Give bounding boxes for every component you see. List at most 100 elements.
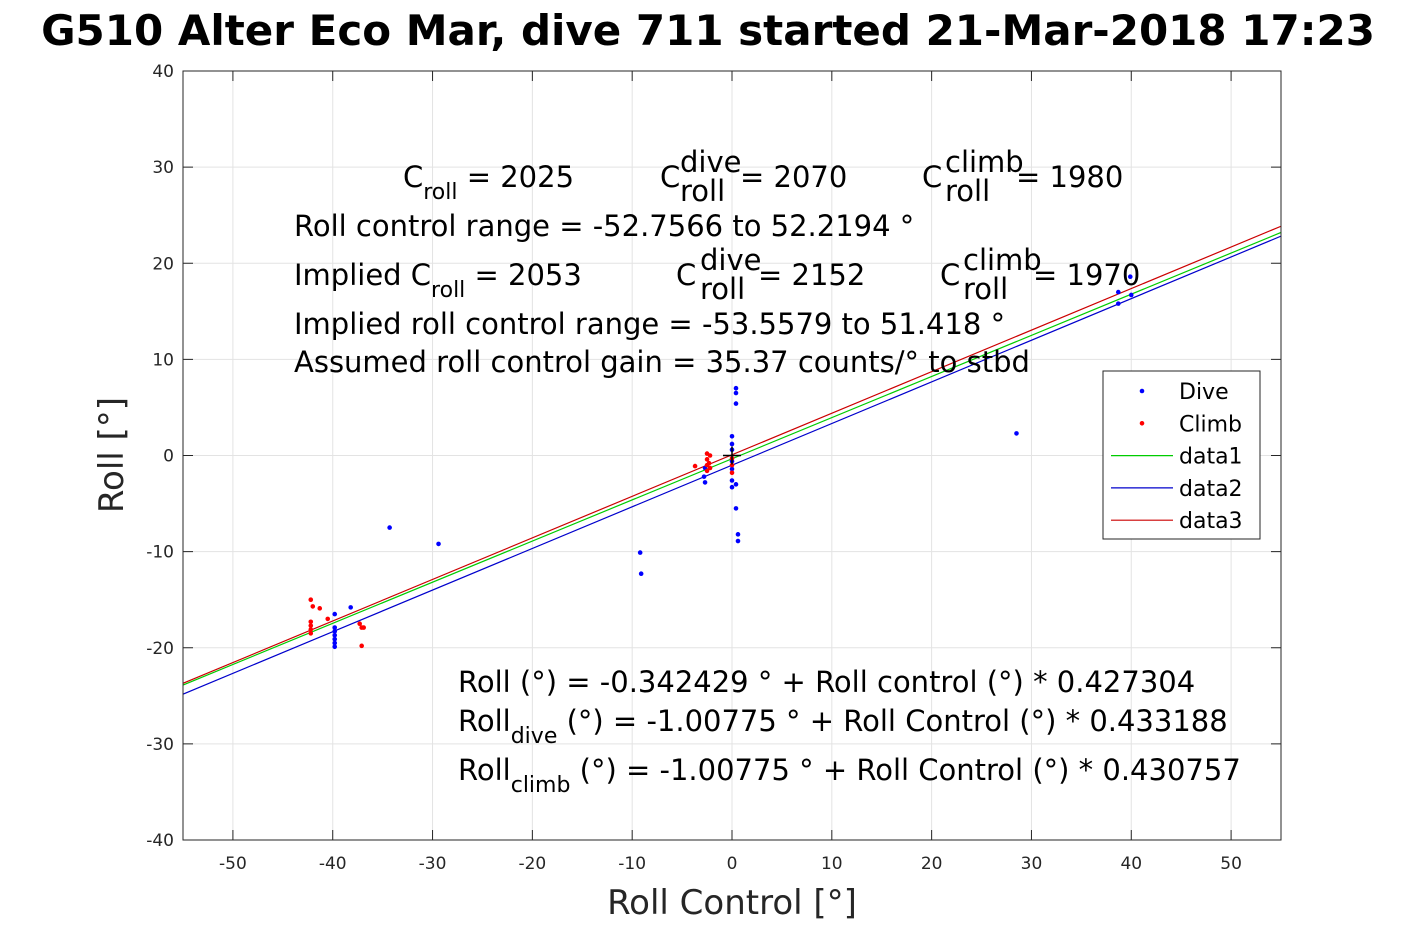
annotation-gain: Assumed roll control gain = 35.37 counts… xyxy=(294,345,1030,379)
point-dive xyxy=(332,632,338,638)
point-dive xyxy=(332,629,338,634)
x-tick-label: -40 xyxy=(319,854,347,874)
point-dive xyxy=(1127,274,1133,280)
x-tick-label: 10 xyxy=(821,854,843,874)
grid xyxy=(183,70,1281,841)
point-dive xyxy=(332,611,338,617)
svg-text:roll: roll xyxy=(945,174,990,208)
chart-title: G510 Alter Eco Mar, dive 711 started 21-… xyxy=(41,6,1375,55)
svg-text:Croll = 2025: Croll = 2025 xyxy=(403,160,574,205)
svg-text:roll: roll xyxy=(700,272,745,306)
point-dive xyxy=(729,433,735,439)
point-dive xyxy=(332,636,338,642)
point-dive xyxy=(332,640,338,646)
point-climb xyxy=(706,460,712,466)
point-dive xyxy=(436,541,441,547)
svg-text:= 2070: = 2070 xyxy=(740,160,847,194)
y-tick-label: -30 xyxy=(146,735,174,755)
x-tick-label: 0 xyxy=(727,854,738,874)
x-tick-label: -10 xyxy=(618,854,646,874)
legend-label-climb: Climb xyxy=(1179,412,1242,437)
x-tick-label: -50 xyxy=(219,854,247,874)
x-tick-label: 40 xyxy=(1120,854,1142,874)
point-dive xyxy=(729,441,735,447)
legend-label-dive: Dive xyxy=(1179,380,1229,405)
point-climb xyxy=(317,606,323,611)
point-dive xyxy=(733,390,739,396)
point-dive xyxy=(332,644,338,650)
svg-text:= 1970: = 1970 xyxy=(1033,258,1140,292)
svg-text:Implied Croll = 2053: Implied Croll = 2053 xyxy=(294,258,582,303)
point-climb xyxy=(308,597,314,602)
point-dive xyxy=(733,385,739,391)
y-tick-label: 10 xyxy=(152,350,174,370)
y-tick-label: -20 xyxy=(146,639,174,659)
point-climb xyxy=(704,468,710,474)
legend-label-data2: data2 xyxy=(1179,477,1243,502)
y-tick-label: 0 xyxy=(163,447,174,467)
point-dive xyxy=(733,482,739,487)
point-climb xyxy=(707,465,713,471)
point-climb xyxy=(361,625,366,630)
annotation-range: Roll control range = -52.7566 to 52.2194… xyxy=(294,209,914,243)
svg-text:= 1980: = 1980 xyxy=(1016,160,1123,194)
y-tick-label: -40 xyxy=(146,831,174,851)
point-dive xyxy=(637,550,643,555)
point-dive xyxy=(729,484,735,490)
point-climb xyxy=(359,643,364,649)
x-tick-label: 30 xyxy=(1021,854,1043,874)
point-dive xyxy=(1128,292,1134,298)
point-climb xyxy=(707,453,713,458)
point-dive xyxy=(1115,301,1121,306)
point-dive xyxy=(729,478,735,483)
svg-text:C: C xyxy=(940,258,960,292)
svg-text:dive: dive xyxy=(700,243,761,277)
y-tick-label: 30 xyxy=(152,158,174,178)
point-dive xyxy=(1014,431,1019,436)
point-dive xyxy=(733,506,739,511)
point-dive xyxy=(387,525,392,530)
point-climb xyxy=(729,470,735,476)
annotation-croll: Croll = 2025 C dive roll = 2070 C climb … xyxy=(403,145,1123,208)
point-climb xyxy=(357,621,362,627)
point-climb xyxy=(325,616,331,622)
point-dive xyxy=(733,401,739,406)
x-tick-label: -20 xyxy=(518,854,546,874)
point-dive xyxy=(701,474,707,479)
point-climb xyxy=(704,457,710,462)
point-dive xyxy=(735,538,741,544)
point-climb xyxy=(308,623,314,628)
x-tick-label: -30 xyxy=(419,854,447,874)
legend-marker-dive xyxy=(1139,388,1145,394)
svg-text:roll: roll xyxy=(680,174,725,208)
x-tick-label: 20 xyxy=(921,854,943,874)
point-dive xyxy=(729,466,735,472)
point-climb xyxy=(308,631,314,636)
point-dive xyxy=(638,571,644,577)
y-axis-label: Roll [°] xyxy=(92,397,132,513)
point-dive xyxy=(332,625,338,630)
origin-marker xyxy=(723,446,741,465)
svg-text:C: C xyxy=(922,160,942,194)
y-tick-label: 40 xyxy=(152,62,174,82)
x-tick-label: 50 xyxy=(1220,854,1242,874)
point-climb xyxy=(692,463,698,469)
annotation-fit-1: Roll (°) = -0.342429 ° + Roll control (°… xyxy=(458,665,1195,699)
annotation-fit-3: Rollclimb (°) = -1.00775 ° + Roll Contro… xyxy=(458,753,1241,798)
y-tick-label: -10 xyxy=(146,543,174,563)
annotation-implied-range: Implied roll control range = -53.5579 to… xyxy=(294,307,1005,341)
svg-text:dive: dive xyxy=(680,145,741,179)
annotation-fit-2: Rolldive (°) = -1.00775 ° + Roll Control… xyxy=(458,704,1228,749)
svg-text:= 2152: = 2152 xyxy=(758,258,865,292)
point-climb xyxy=(308,627,314,632)
point-dive xyxy=(1115,289,1121,295)
svg-text:C: C xyxy=(660,160,680,194)
point-climb xyxy=(729,462,735,468)
point-dive xyxy=(702,480,708,485)
svg-text:C: C xyxy=(676,258,696,292)
svg-text:climb: climb xyxy=(945,145,1024,179)
point-dive xyxy=(348,605,353,610)
legend-label-data3: data3 xyxy=(1179,509,1243,534)
point-climb xyxy=(310,604,316,609)
